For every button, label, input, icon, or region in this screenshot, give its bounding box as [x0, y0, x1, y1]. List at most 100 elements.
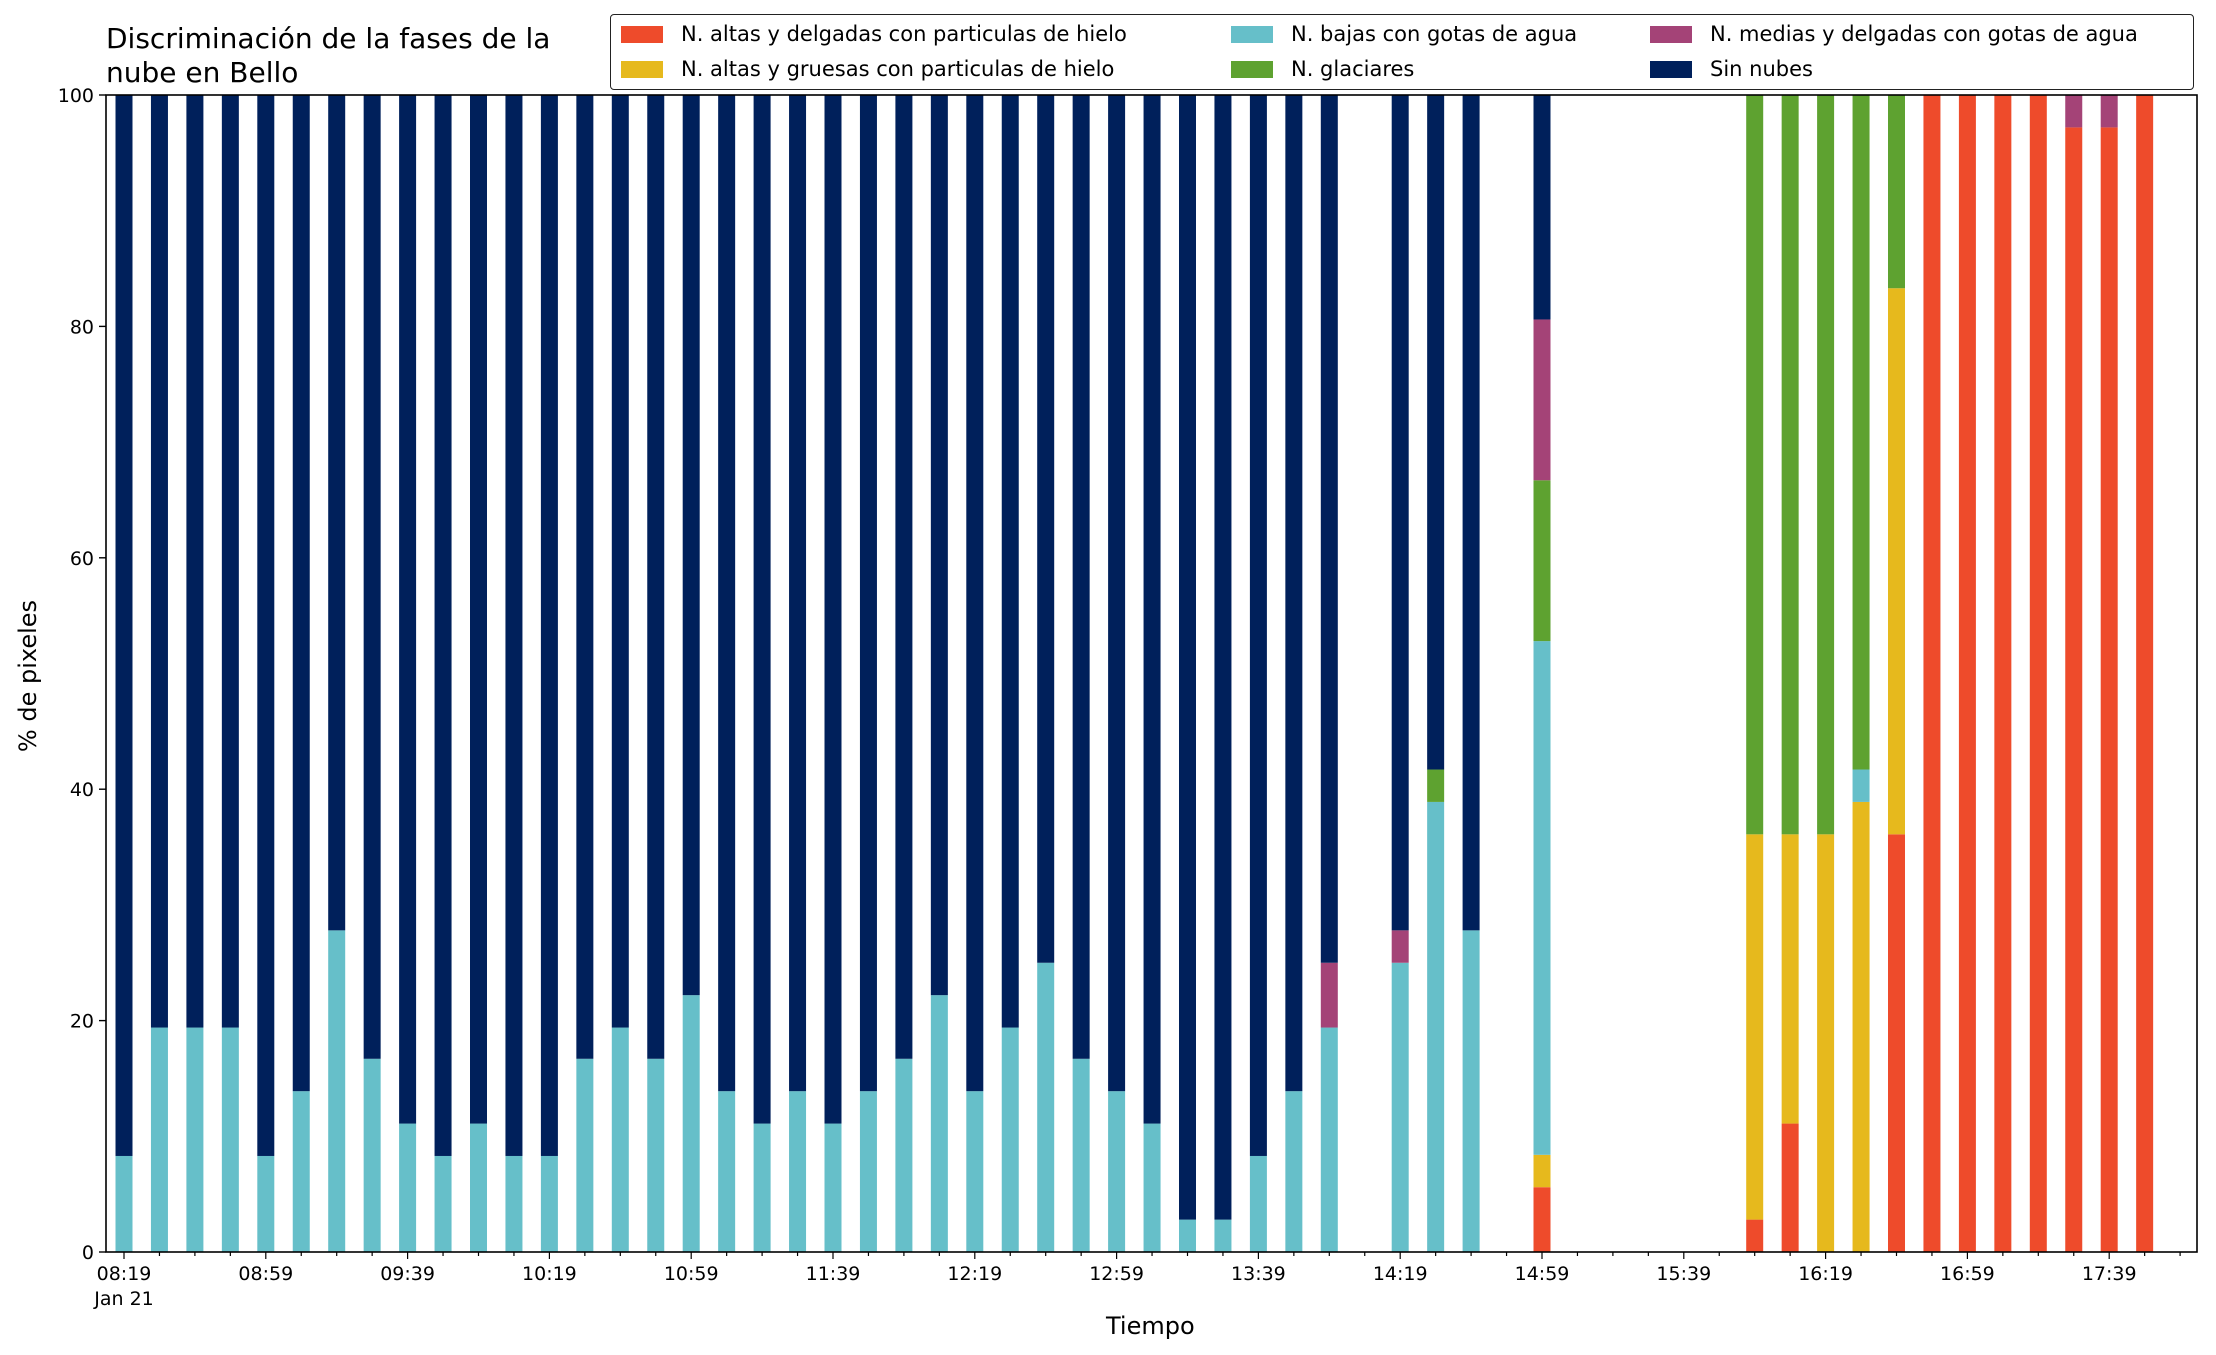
y-axis-ticks: 0 20 40 60 80 100 [58, 85, 106, 1264]
x-tick-label: 16:59 [1940, 1263, 1995, 1285]
bar-segment [257, 95, 275, 1156]
bar-segment [221, 1027, 239, 1252]
y-tick-label: 40 [70, 779, 94, 801]
bar-segment [1746, 95, 1764, 835]
legend-swatch-altas-gruesas [621, 60, 663, 78]
bar-segment [1533, 641, 1551, 1155]
bar-segment [1179, 95, 1196, 1220]
bar-segment [505, 95, 523, 1156]
bar-segment [611, 1027, 629, 1252]
bar-segment [292, 1091, 310, 1252]
y-tick-label: 100 [58, 85, 94, 107]
bar-segment [1037, 95, 1055, 963]
bar-segment [1958, 95, 1976, 1252]
bar-segment [186, 95, 204, 1028]
bar-segment [1427, 801, 1445, 1252]
bar-segment [328, 95, 346, 931]
bar-segment [576, 1058, 594, 1252]
bar-segment [540, 1155, 558, 1252]
legend-item-medias-delgadas: N. medias y delgadas con gotas de agua [1650, 22, 2138, 46]
bar-segment [399, 95, 417, 1124]
y-tick-label: 20 [70, 1011, 94, 1033]
bar-segment [150, 95, 168, 1028]
x-tick-label: 16:19 [1798, 1263, 1853, 1285]
bar-segment [1533, 1154, 1551, 1188]
bar-segment [1817, 95, 1835, 835]
bar-segment [2100, 95, 2118, 128]
bar-segment [1179, 1219, 1196, 1252]
bar-segment [895, 1058, 913, 1252]
x-tick-label: 17:39 [2082, 1263, 2137, 1285]
bar-segment [115, 95, 133, 1156]
bar-segment [859, 95, 877, 1092]
bar-segment [1994, 95, 2012, 1252]
bar-segment [824, 95, 842, 1124]
bar-segment [647, 1058, 665, 1252]
bar-segment [1143, 95, 1161, 1124]
legend-label: N. glaciares [1291, 57, 1415, 81]
bar-segment [1923, 95, 1941, 1252]
bar-segment [682, 995, 700, 1252]
bar-segment [1533, 319, 1551, 481]
bar-segment [789, 95, 807, 1092]
bar-segment [647, 95, 665, 1059]
bar-segment [221, 95, 239, 1028]
legend-swatch-altas-delgadas [621, 25, 663, 43]
x-tick-label: 15:39 [1656, 1263, 1711, 1285]
bar-segment [682, 95, 700, 996]
bar-segment [1781, 834, 1799, 1124]
legend-item-glaciares: N. glaciares [1231, 57, 1414, 81]
bar-segment [470, 1123, 487, 1252]
bar-segment [1214, 1219, 1232, 1252]
bar-segment [1888, 288, 1905, 835]
bar-segment [115, 1155, 133, 1252]
y-tick-label: 0 [82, 1242, 94, 1264]
legend-label: N. altas y gruesas con particulas de hie… [681, 57, 1115, 81]
bar-segment [1214, 95, 1232, 1220]
bar-segment [1285, 95, 1303, 1092]
bar-segment [363, 95, 381, 1059]
bar-segment [505, 1155, 523, 1252]
bar-segment [1001, 95, 1019, 1028]
bar-segment [1852, 801, 1870, 1252]
bar-segment [470, 95, 487, 1124]
plot-frame [105, 94, 2198, 1253]
bar-segment [1001, 1027, 1019, 1252]
legend-label: N. bajas con gotas de agua [1291, 22, 1578, 46]
bar-segment [1143, 1123, 1161, 1252]
bar-segment [1320, 95, 1338, 963]
x-tick-label: 12:19 [947, 1263, 1002, 1285]
bar-segment [1533, 480, 1551, 642]
legend-swatch-sin-nubes [1650, 60, 1692, 78]
chart-title: Discriminación de la fases de la nube en… [106, 22, 550, 90]
bar-segment [1249, 1155, 1267, 1252]
x-tick-label: 11:39 [806, 1263, 861, 1285]
bar-segment [292, 95, 310, 1092]
bar-segment [930, 995, 948, 1252]
x-tick-label: 14:59 [1515, 1263, 1570, 1285]
x-tick-label: 13:39 [1231, 1263, 1286, 1285]
bar-segment [1746, 834, 1764, 1220]
y-tick-label: 60 [70, 548, 94, 570]
bar-segment [1888, 95, 1905, 289]
x-tick-label: 09:39 [380, 1263, 435, 1285]
bar-segment [1320, 1027, 1338, 1252]
x-tick-label: 10:19 [522, 1263, 577, 1285]
bar-segment [1533, 1187, 1551, 1252]
bar-segment [753, 1123, 771, 1252]
legend-swatch-medias-delgadas [1650, 25, 1692, 43]
bar-segment [1391, 930, 1409, 963]
bar-segment [718, 1091, 736, 1252]
bar-segment [1320, 962, 1338, 1028]
bar-segment [2029, 95, 2047, 1252]
x-date-label: Jan 21 [93, 1288, 154, 1310]
legend-swatch-bajas-agua [1231, 25, 1273, 43]
bar-segment [1285, 1091, 1303, 1252]
bar-segment [2065, 95, 2083, 128]
bar-segment [540, 95, 558, 1156]
bar-segment [1852, 769, 1870, 802]
legend: N. altas y delgadas con particulas de hi… [610, 14, 2194, 90]
bar-segment [1391, 962, 1409, 1252]
bar-segment [2136, 95, 2154, 1252]
